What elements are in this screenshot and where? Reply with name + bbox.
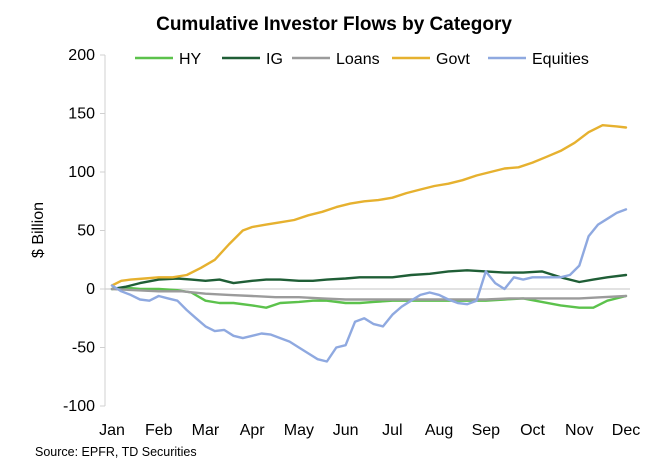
y-tick-label: 200: [68, 47, 95, 64]
y-tick-label: -50: [72, 340, 95, 357]
series-line-hy: [110, 286, 628, 309]
x-tick-label: Jan: [99, 422, 125, 439]
x-tick-label: Mar: [192, 422, 220, 439]
x-tick-label: Apr: [240, 422, 266, 439]
x-tick-label: Aug: [425, 422, 453, 439]
series-line-ig: [110, 269, 628, 291]
y-tick-label: 150: [68, 106, 95, 123]
series-layer: [110, 123, 628, 363]
y-tick-label: 50: [77, 223, 95, 240]
y-axis-label: $ Billion: [30, 202, 47, 258]
legend-label-ig: IG: [266, 51, 283, 68]
legend-label-govt: Govt: [436, 51, 470, 68]
legend: HY IG Loans Govt Equities: [135, 51, 589, 68]
legend-label-hy: HY: [179, 51, 202, 68]
x-tick-label: Jun: [333, 422, 359, 439]
x-tick-label: Dec: [612, 422, 640, 439]
y-tick-label: 100: [68, 164, 95, 181]
y-axis: -100 -50 0 50 100 150 200: [63, 47, 106, 415]
series-line-loans: [110, 287, 628, 301]
y-tick-label: 0: [86, 281, 95, 298]
x-tick-label: Feb: [145, 422, 173, 439]
series-line-govt: [110, 123, 628, 287]
x-tick-label: Oct: [520, 422, 545, 439]
chart-title: Cumulative Investor Flows by Category: [156, 14, 512, 35]
x-tick-label: May: [284, 422, 314, 439]
series-line-equities: [110, 208, 628, 363]
legend-label-loans: Loans: [336, 51, 380, 68]
legend-label-equities: Equities: [532, 51, 589, 68]
y-tick-label: -100: [63, 398, 95, 415]
x-tick-label: Nov: [565, 422, 593, 439]
x-axis: Jan Feb Mar Apr May Jun Jul Aug Sep Oct Nov Dec: [99, 422, 640, 439]
source-note: Source: EPFR, TD Securities: [35, 445, 197, 459]
x-tick-label: Jul: [382, 422, 402, 439]
x-tick-label: Sep: [472, 422, 501, 439]
